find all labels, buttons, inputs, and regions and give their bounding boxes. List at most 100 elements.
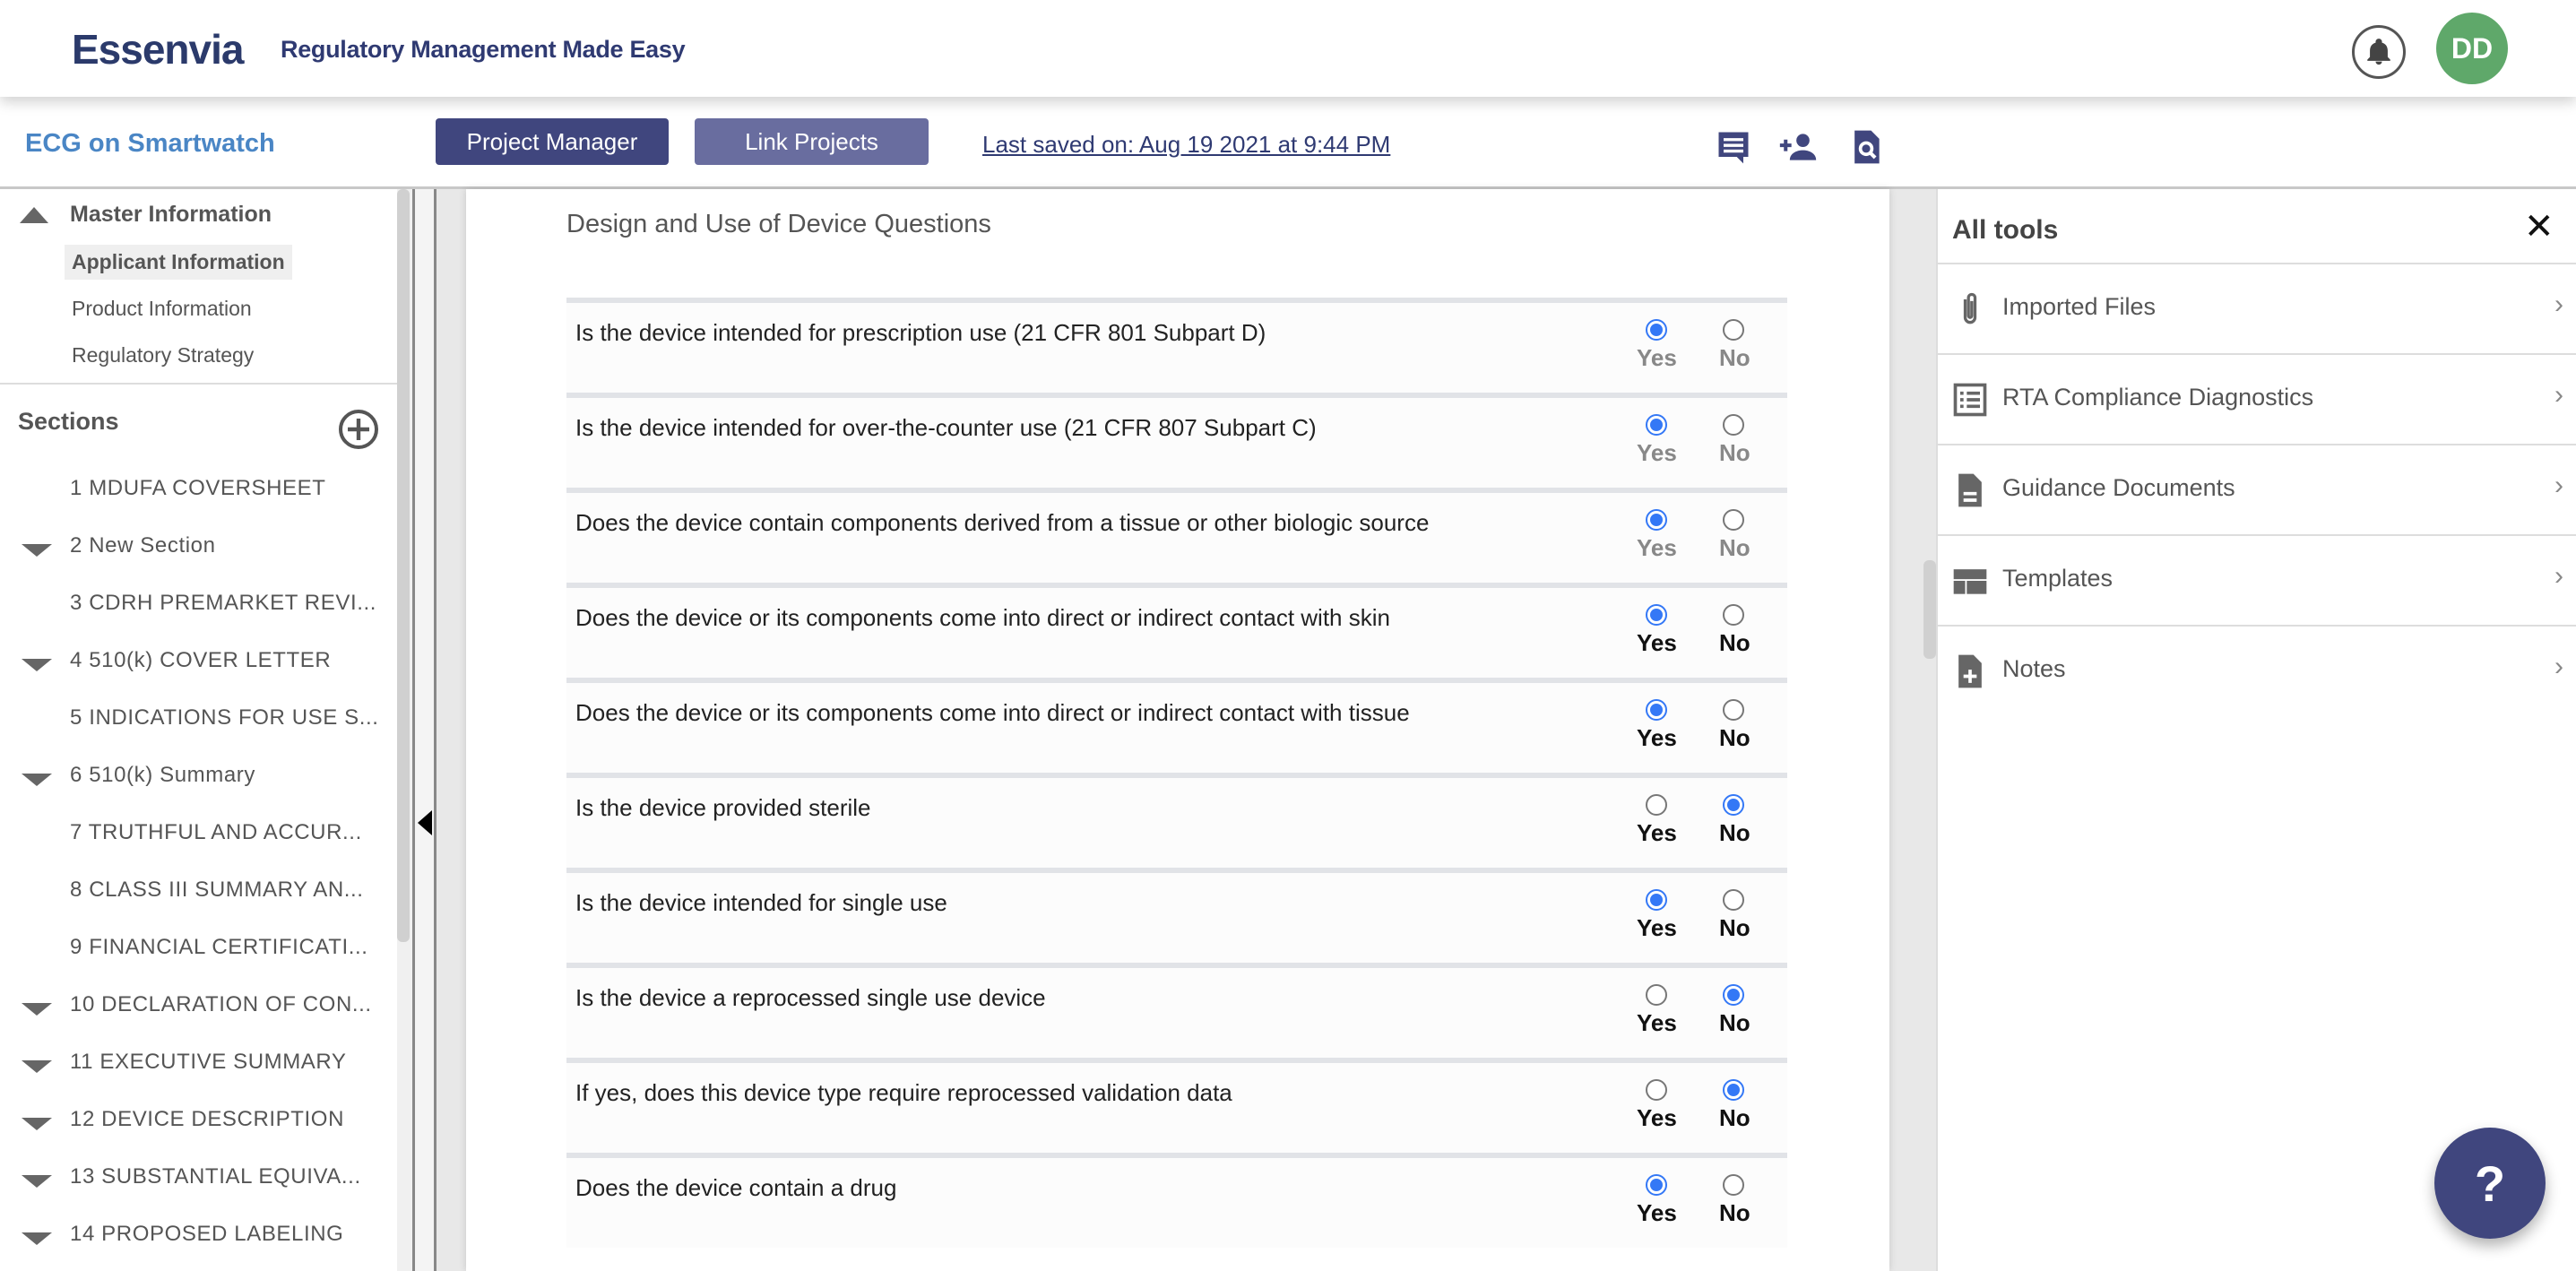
yes-radio[interactable] xyxy=(1646,984,1667,1006)
tool-label: Imported Files xyxy=(2002,293,2157,320)
sidebar-section-item[interactable]: 5 INDICATIONS FOR USE S... xyxy=(0,705,397,763)
expand-triangle-icon[interactable] xyxy=(22,1003,52,1016)
expand-triangle-icon[interactable] xyxy=(22,544,52,557)
chevron-right-icon: › xyxy=(2554,290,2563,319)
link-projects-button[interactable]: Link Projects xyxy=(695,118,929,165)
chevron-right-icon: › xyxy=(2554,471,2563,500)
no-label: No xyxy=(1719,629,1750,656)
tool-item[interactable]: RTA Compliance Diagnostics › xyxy=(1938,353,2576,444)
divider xyxy=(0,383,397,385)
yes-label: Yes xyxy=(1637,344,1677,371)
section-label: 2 New Section xyxy=(70,533,216,558)
question-row: If yes, does this device type require re… xyxy=(566,1058,1787,1153)
logo-text: Essenvia xyxy=(72,26,244,73)
no-radio[interactable] xyxy=(1723,509,1744,531)
no-radio[interactable] xyxy=(1723,699,1744,721)
sidebar-section-item[interactable]: 10 DECLARATION OF CON... xyxy=(0,992,397,1050)
no-label: No xyxy=(1719,344,1750,371)
no-radio[interactable] xyxy=(1723,414,1744,436)
question-row: Is the device a reprocessed single use d… xyxy=(566,963,1787,1058)
no-radio[interactable] xyxy=(1723,794,1744,816)
sidebar-section-item[interactable]: 7 TRUTHFUL AND ACCUR... xyxy=(0,820,397,878)
sidebar-section-item[interactable]: 6 510(k) Summary xyxy=(0,763,397,820)
sidebar-section-item[interactable]: 4 510(k) COVER LETTER xyxy=(0,648,397,705)
comment-icon[interactable] xyxy=(1714,127,1753,167)
sidebar-section-item[interactable]: 3 CDRH PREMARKET REVI... xyxy=(0,591,397,648)
question-row: Does the device contain components deriv… xyxy=(566,488,1787,583)
no-radio[interactable] xyxy=(1723,889,1744,911)
yes-label: Yes xyxy=(1637,1104,1677,1131)
tool-item[interactable]: Guidance Documents › xyxy=(1938,444,2576,534)
section-label: 9 FINANCIAL CERTIFICATI... xyxy=(70,935,368,959)
paperclip-icon xyxy=(1963,292,1977,324)
no-radio[interactable] xyxy=(1723,1079,1744,1101)
question-text: Is the device intended for over-the-coun… xyxy=(575,414,1317,441)
tool-item[interactable]: Templates › xyxy=(1938,534,2576,625)
notifications-button[interactable] xyxy=(2352,25,2406,79)
no-radio[interactable] xyxy=(1723,1174,1744,1196)
expand-triangle-icon[interactable] xyxy=(22,1060,52,1073)
tagline: Regulatory Management Made Easy xyxy=(281,36,686,63)
section-label: 13 SUBSTANTIAL EQUIVA... xyxy=(70,1164,361,1189)
chevron-right-icon: › xyxy=(2554,652,2563,681)
collapse-left-icon[interactable] xyxy=(418,810,432,835)
content-scrollbar-thumb[interactable] xyxy=(1923,560,1936,659)
sidebar-item-product-information[interactable]: Product Information xyxy=(72,297,252,320)
no-radio[interactable] xyxy=(1723,319,1744,341)
yes-radio[interactable] xyxy=(1646,794,1667,816)
section-label: 6 510(k) Summary xyxy=(70,763,255,787)
tool-item[interactable]: Imported Files › xyxy=(1938,263,2576,353)
sidebar-section-item[interactable]: 11 EXECUTIVE SUMMARY xyxy=(0,1050,397,1107)
yes-radio[interactable] xyxy=(1646,1174,1667,1196)
question-text: If yes, does this device type require re… xyxy=(575,1079,1232,1106)
question-text: Is the device a reprocessed single use d… xyxy=(575,984,1046,1011)
expand-triangle-icon[interactable] xyxy=(22,1232,52,1245)
chevron-right-icon: › xyxy=(2554,561,2563,591)
expand-triangle-icon[interactable] xyxy=(22,659,52,671)
sidebar-section-item[interactable]: 13 SUBSTANTIAL EQUIVA... xyxy=(0,1164,397,1222)
yes-radio[interactable] xyxy=(1646,414,1667,436)
avatar-initials: DD xyxy=(2451,31,2494,65)
no-radio[interactable] xyxy=(1723,604,1744,626)
sidebar-section-item[interactable]: 8 CLASS III SUMMARY AN... xyxy=(0,878,397,935)
help-button[interactable]: ? xyxy=(2434,1128,2546,1239)
yes-radio[interactable] xyxy=(1646,604,1667,626)
expand-triangle-icon[interactable] xyxy=(22,774,52,786)
yes-radio[interactable] xyxy=(1646,509,1667,531)
yes-label: Yes xyxy=(1637,914,1677,941)
yes-radio[interactable] xyxy=(1646,1079,1667,1101)
no-label: No xyxy=(1719,439,1750,466)
master-information-toggle[interactable]: Master Information xyxy=(20,202,272,228)
sidebar-section-item[interactable]: 1 MDUFA COVERSHEET xyxy=(0,476,397,533)
sidebar-scrollbar-thumb[interactable] xyxy=(397,189,410,942)
add-user-icon[interactable] xyxy=(1778,127,1818,167)
yes-radio[interactable] xyxy=(1646,319,1667,341)
close-icon[interactable]: ✕ xyxy=(2524,207,2554,246)
tool-item[interactable]: Notes › xyxy=(1938,625,2576,715)
sidebar-item-applicant-information[interactable]: Applicant Information xyxy=(65,245,292,280)
expand-triangle-icon[interactable] xyxy=(22,1118,52,1130)
sidebar-item-regulatory-strategy[interactable]: Regulatory Strategy xyxy=(72,343,255,367)
sidebar-section-item[interactable]: 12 DEVICE DESCRIPTION xyxy=(0,1107,397,1164)
question-text: Does the device contain a drug xyxy=(575,1174,897,1201)
tools-title: All tools xyxy=(1952,215,2059,245)
no-label: No xyxy=(1719,914,1750,941)
yes-radio[interactable] xyxy=(1646,699,1667,721)
section-label: 12 DEVICE DESCRIPTION xyxy=(70,1107,345,1131)
last-saved-link[interactable]: Last saved on: Aug 19 2021 at 9:44 PM xyxy=(982,131,1391,158)
sidebar-section-item[interactable]: 9 FINANCIAL CERTIFICATI... xyxy=(0,935,397,992)
avatar[interactable]: DD xyxy=(2436,13,2508,84)
essenvia-logo[interactable]: Essenvia xyxy=(72,25,244,73)
expand-triangle-icon[interactable] xyxy=(22,1175,52,1188)
sidebar-section-item[interactable]: 14 PROPOSED LABELING xyxy=(0,1222,397,1271)
tool-label: Notes xyxy=(2002,655,2066,682)
sidebar-section-item[interactable]: 2 New Section xyxy=(0,533,397,591)
question-row: Does the device or its components come i… xyxy=(566,678,1787,773)
add-section-icon[interactable] xyxy=(337,408,380,451)
sidebar-collapse-handle[interactable] xyxy=(412,189,437,1271)
project-manager-button[interactable]: Project Manager xyxy=(436,118,669,165)
search-document-icon[interactable] xyxy=(1846,127,1886,167)
no-radio[interactable] xyxy=(1723,984,1744,1006)
section-label: 5 INDICATIONS FOR USE S... xyxy=(70,705,379,730)
yes-radio[interactable] xyxy=(1646,889,1667,911)
